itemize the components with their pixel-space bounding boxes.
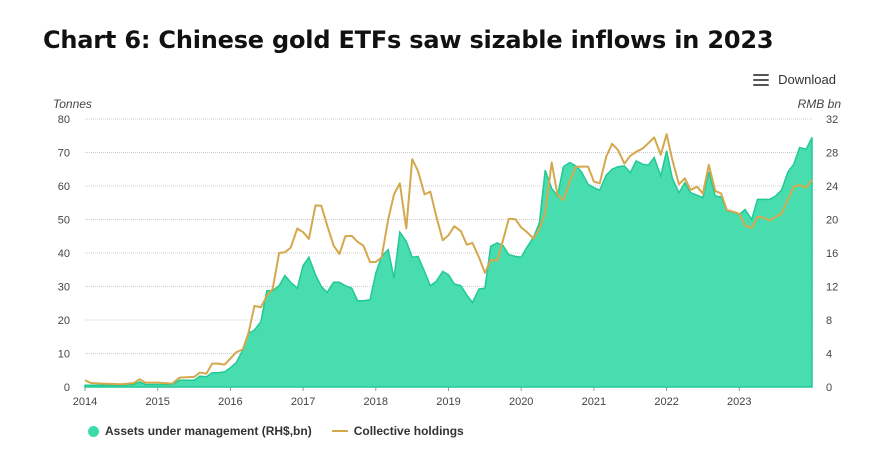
right-axis-unit: RMB bn <box>797 97 841 111</box>
legend-label-aum: Assets under management (RH$,bn) <box>105 424 312 438</box>
menu-icon <box>753 73 770 86</box>
x-tick-label: 2015 <box>145 396 169 408</box>
y-right-tick-label: 28 <box>826 148 838 160</box>
y-left-tick-label: 0 <box>64 382 70 394</box>
y-left-tick-label: 30 <box>58 282 70 294</box>
legend-swatch-aum <box>88 425 99 437</box>
download-label: Download <box>778 72 836 87</box>
series-holdings-line <box>84 133 813 386</box>
x-tick-label: 2020 <box>509 396 533 408</box>
x-tick-label: 2019 <box>436 396 460 408</box>
x-tick-label: 2023 <box>727 396 751 408</box>
y-left-tick-label: 70 <box>58 148 70 160</box>
x-tick-label: 2017 <box>291 396 315 408</box>
axis-labels: 0 0 10 4 20 8 30 12 40 16 50 20 60 24 70 28 80 32 2014 2015… <box>58 114 839 408</box>
y-right-tick-label: 4 <box>826 349 832 361</box>
y-right-tick-label: 24 <box>826 181 838 193</box>
x-tick-label: 2014 <box>73 396 97 408</box>
legend-label-holdings: Collective holdings <box>353 424 464 438</box>
y-left-tick-label: 50 <box>58 215 70 227</box>
left-axis-unit: Tonnes <box>53 97 92 111</box>
series-aum-area <box>84 137 813 388</box>
legend: Assets under management (RH$,bn) Collect… <box>88 424 464 438</box>
y-left-tick-label: 20 <box>58 315 70 327</box>
x-tick-label: 2021 <box>582 396 606 408</box>
y-right-tick-label: 16 <box>826 248 838 260</box>
y-right-tick-label: 12 <box>826 282 838 294</box>
legend-item-aum[interactable]: Assets under management (RH$,bn) <box>88 424 312 438</box>
x-tick-label: 2018 <box>364 396 388 408</box>
x-tick-label: 2022 <box>654 396 678 408</box>
chart-title: Chart 6: Chinese gold ETFs saw sizable i… <box>43 26 774 54</box>
legend-item-holdings[interactable]: Collective holdings <box>331 424 464 438</box>
y-right-tick-label: 32 <box>826 114 838 126</box>
y-right-tick-label: 20 <box>826 215 838 227</box>
series-layer <box>84 133 813 388</box>
y-left-tick-label: 60 <box>58 181 70 193</box>
y-left-tick-label: 40 <box>58 248 70 260</box>
y-left-tick-label: 80 <box>58 114 70 126</box>
download-button[interactable]: Download <box>753 72 836 87</box>
y-left-tick-label: 10 <box>58 349 70 361</box>
y-right-tick-label: 0 <box>826 382 832 394</box>
legend-swatch-holdings <box>331 430 348 432</box>
y-right-tick-label: 8 <box>826 315 832 327</box>
x-tick-label: 2016 <box>218 396 242 408</box>
